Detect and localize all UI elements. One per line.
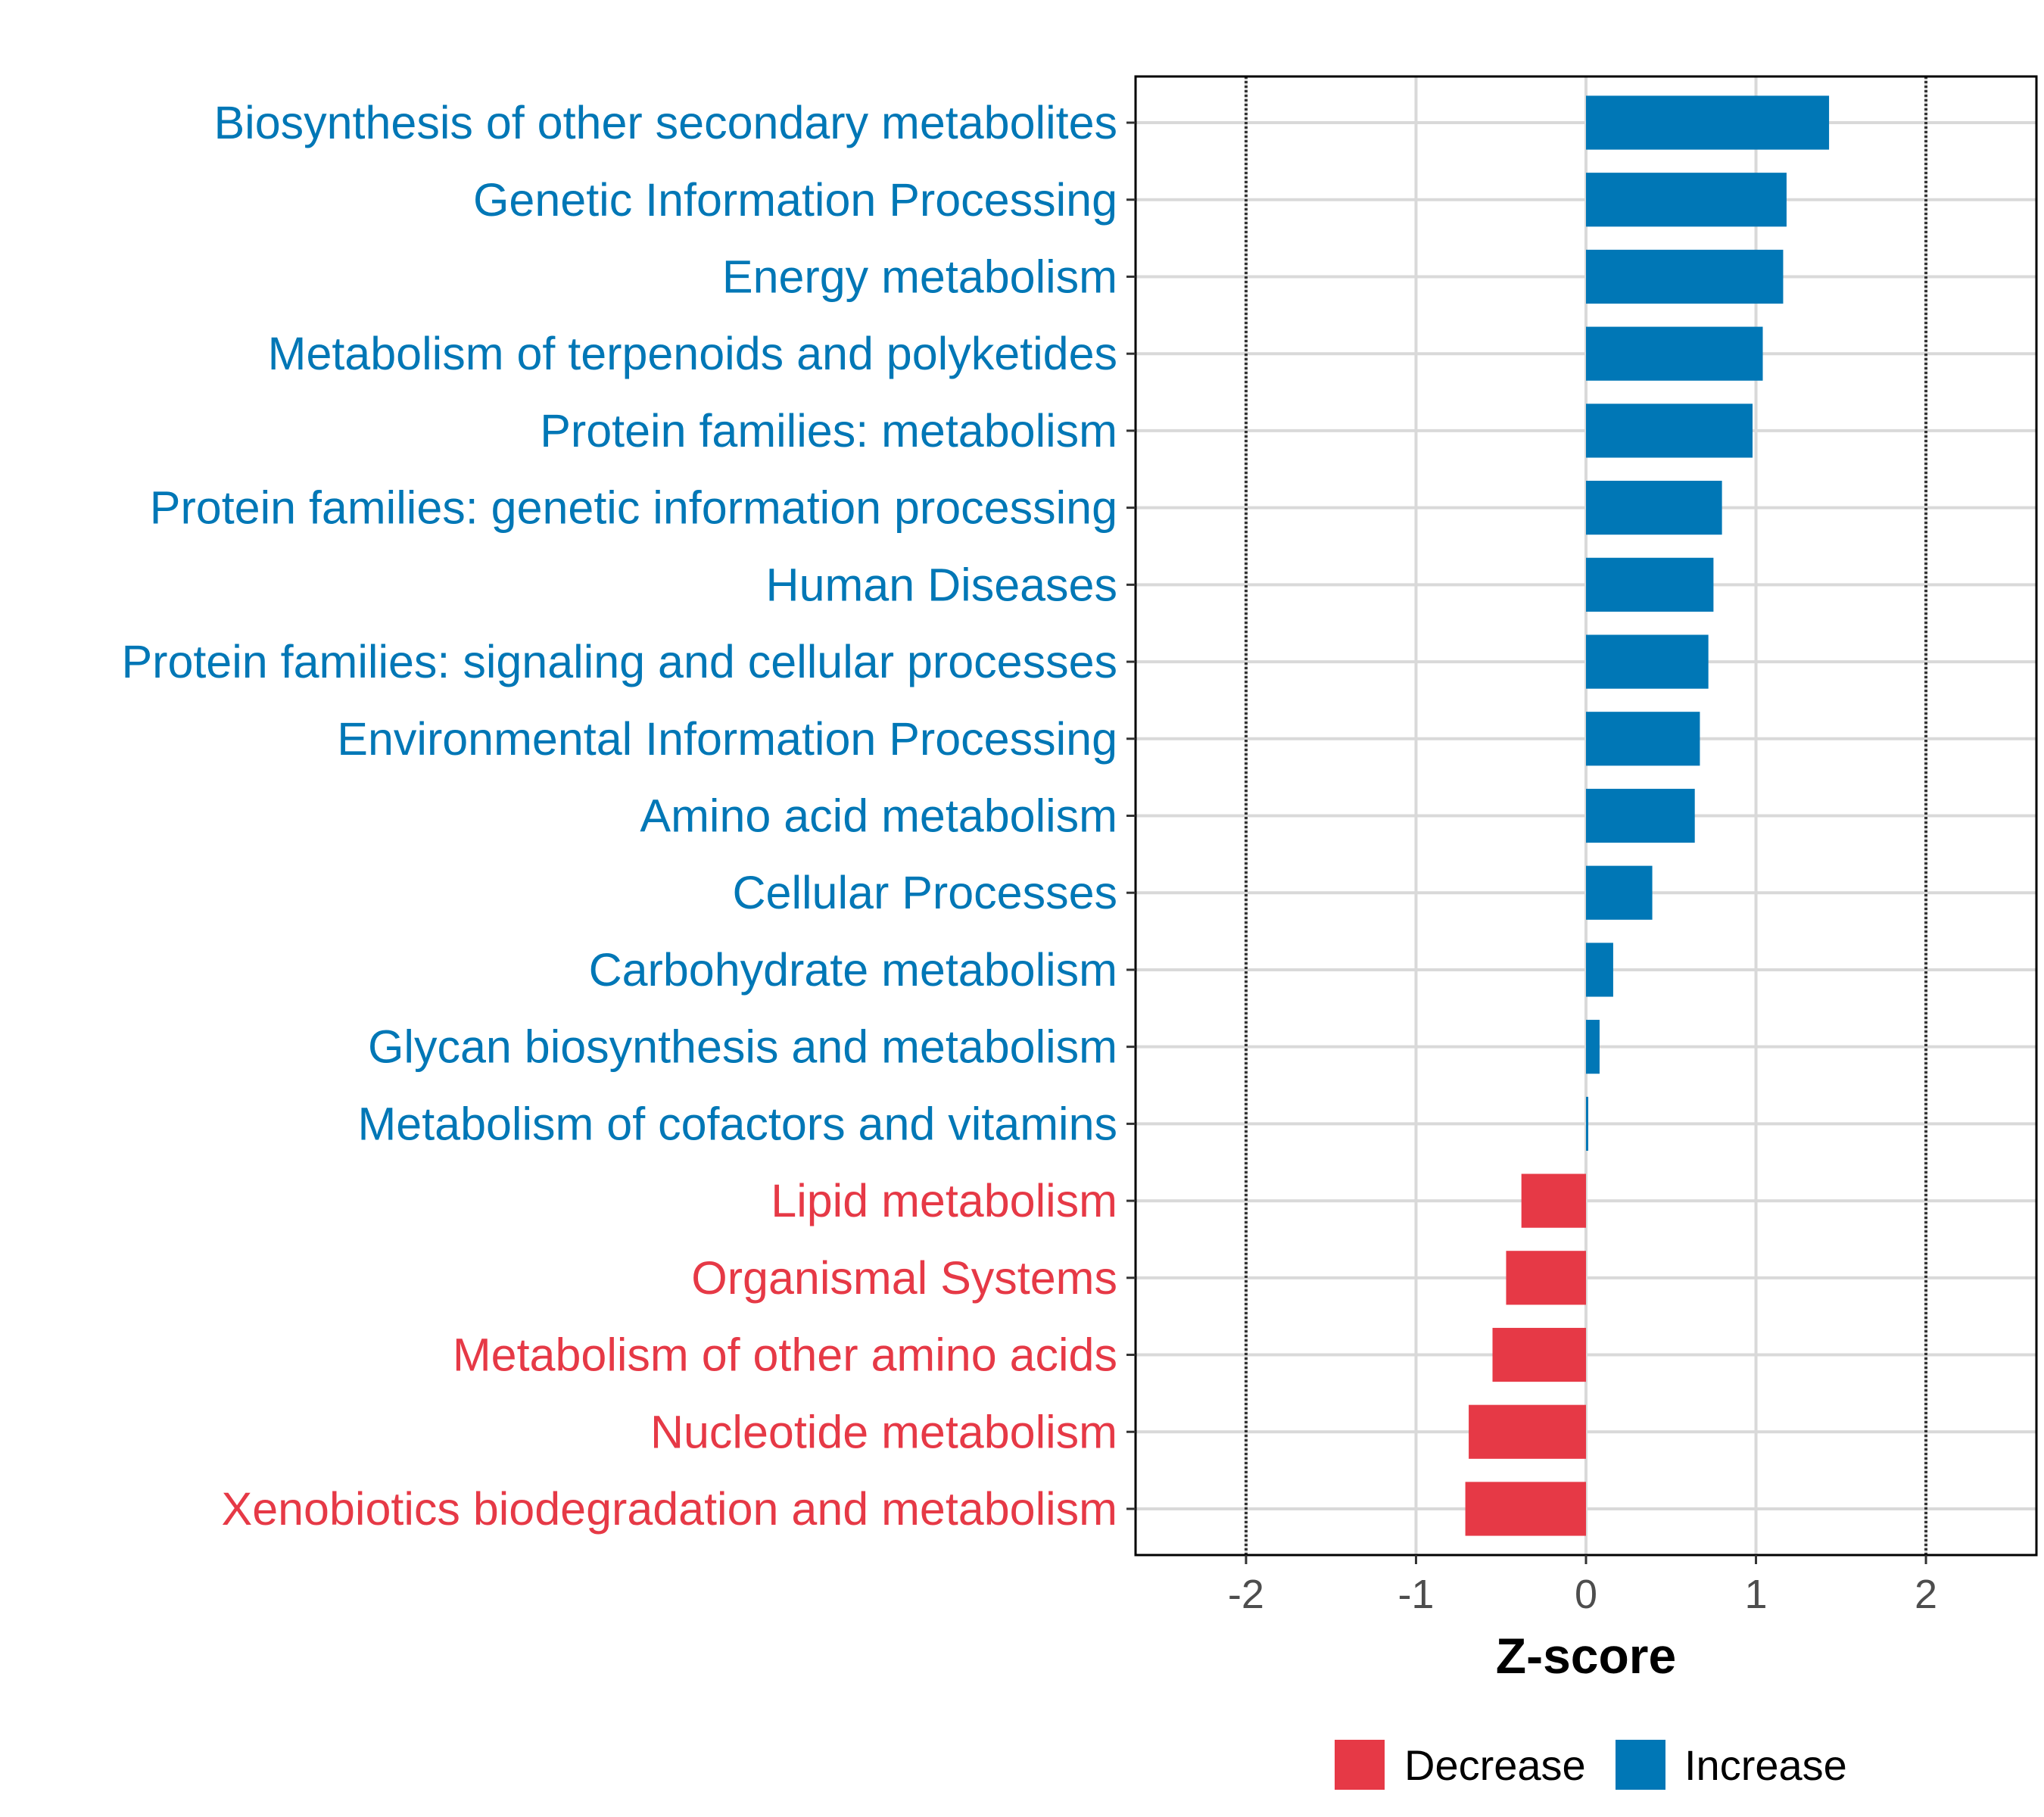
category-label-12: Glycan biosynthesis and metabolism [368,1021,1117,1073]
bar-16 [1492,1327,1586,1382]
bars [1465,95,1830,1536]
bar-0 [1586,95,1830,150]
category-label-2: Energy metabolism [722,251,1117,302]
x-axis-ticks [1245,1555,1927,1564]
bar-15 [1506,1251,1586,1305]
bar-1 [1586,173,1787,227]
bar-14 [1521,1173,1586,1228]
bar-8 [1586,712,1700,766]
category-label-16: Metabolism of other amino acids [453,1329,1117,1381]
x-axis-tick-labels: -2 -1 0 1 2 [1228,1572,1937,1617]
x-tick-label-0: -2 [1228,1572,1264,1617]
bar-6 [1586,557,1714,612]
category-label-8: Environmental Information Processing [337,713,1117,765]
bar-10 [1586,865,1653,920]
category-label-3: Metabolism of terpenoids and polyketides [268,328,1117,379]
category-label-7: Protein families: signaling and cellular… [121,636,1117,687]
bar-4 [1586,404,1753,458]
category-label-15: Organismal Systems [691,1252,1117,1304]
x-tick-label-1: -1 [1397,1572,1434,1617]
legend-swatch-increase [1616,1740,1665,1790]
category-label-4: Protein families: metabolism [540,405,1117,457]
bar-17 [1469,1404,1586,1459]
x-tick-label-3: 1 [1745,1572,1768,1617]
category-label-10: Cellular Processes [732,867,1117,918]
category-label-1: Genetic Information Processing [473,174,1117,226]
category-label-6: Human Diseases [766,559,1117,610]
reference-lines [1244,76,1928,1555]
bar-2 [1586,249,1784,304]
category-label-18: Xenobiotics biodegradation and metabolis… [222,1483,1117,1535]
legend: Decrease Increase [1335,1740,1847,1790]
bar-12 [1586,1020,1600,1074]
bar-13 [1586,1096,1588,1151]
category-label-17: Nucleotide metabolism [650,1406,1117,1457]
category-label-11: Carbohydrate metabolism [589,944,1117,996]
bar-9 [1586,788,1695,843]
bar-11 [1586,943,1613,997]
legend-label-decrease: Decrease [1404,1741,1586,1789]
y-axis-labels: Biosynthesis of other secondary metaboli… [121,97,1117,1535]
bar-3 [1586,326,1763,381]
category-label-13: Metabolism of cofactors and vitamins [357,1098,1117,1149]
bar-7 [1586,634,1709,689]
category-label-0: Biosynthesis of other secondary metaboli… [213,97,1117,148]
category-label-14: Lipid metabolism [771,1175,1117,1226]
y-axis-ticks [1126,121,1136,1510]
x-tick-label-4: 2 [1915,1572,1937,1617]
category-label-9: Amino acid metabolism [640,790,1117,842]
legend-label-increase: Increase [1684,1741,1847,1789]
bar-5 [1586,481,1722,535]
x-axis-title: Z-score [1496,1628,1676,1684]
x-tick-label-2: 0 [1575,1572,1597,1617]
category-label-5: Protein families: genetic information pr… [150,482,1117,534]
bar-18 [1465,1482,1586,1536]
legend-swatch-decrease [1335,1740,1385,1790]
